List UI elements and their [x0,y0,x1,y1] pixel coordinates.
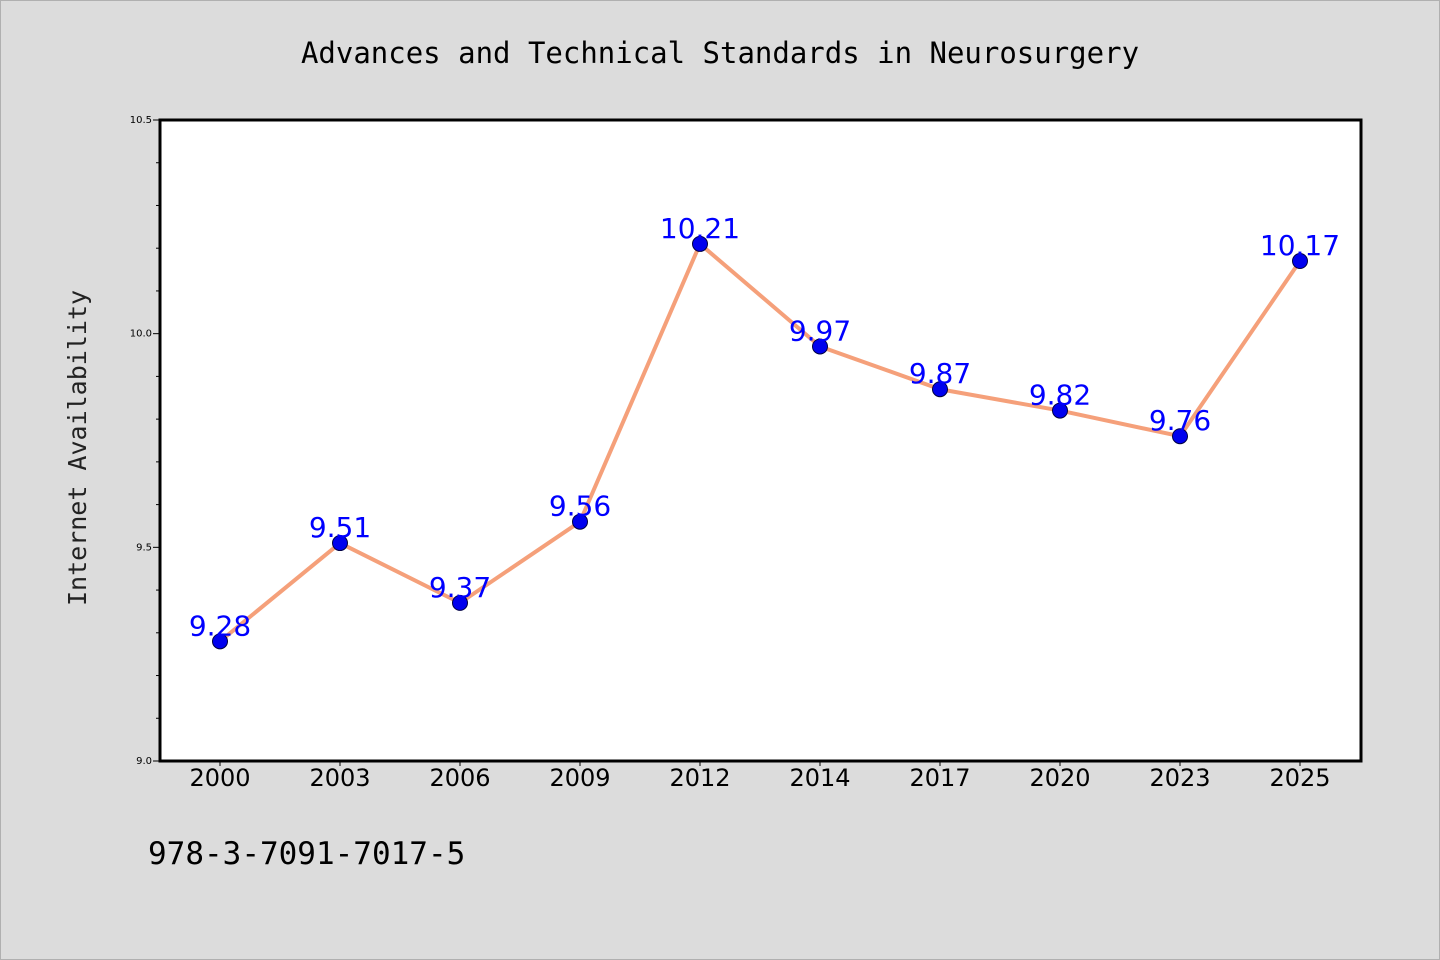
data-label: 10.17 [1260,229,1340,262]
plot-area [160,120,1361,761]
x-tick-label: 2020 [1029,764,1090,792]
data-label: 10.21 [660,212,740,245]
x-tick-label: 2012 [669,764,730,792]
y-tick-label: 9.5 [136,542,152,553]
series-line [218,241,1302,643]
data-point-marker [932,381,948,398]
data-point-marker [572,513,588,530]
data-point-marker [452,594,468,611]
data-label: 9.56 [549,490,611,523]
data-label: 9.51 [309,511,371,544]
x-tick-label: 2006 [429,764,490,792]
data-point-marker [1052,402,1068,419]
y-tick-label: 10.0 [130,329,152,340]
y-tick-label: 10.5 [130,115,152,126]
data-label: 9.82 [1029,379,1091,412]
data-point-marker [332,535,348,552]
data-point-marker [812,338,828,355]
data-label: 9.76 [1149,404,1211,437]
x-tick-label: 2009 [549,764,610,792]
x-tick-label: 2017 [909,764,970,792]
data-point-marker [212,633,228,650]
data-point-marker [692,235,708,252]
data-label: 9.87 [909,357,971,390]
data-label: 9.37 [429,571,491,604]
x-tick-label: 2003 [309,764,370,792]
data-label: 9.97 [789,314,851,347]
x-tick-label: 2000 [189,764,250,792]
data-point-marker [1292,253,1308,270]
y-tick-label: 9.0 [136,756,152,767]
data-label: 9.28 [189,609,251,642]
y-axis-ticks: 9.0 9.5 10.0 10.5 [130,115,160,767]
chart-title: Advances and Technical Standards in Neur… [301,36,1139,70]
x-axis-ticks: 2000 2003 2006 2009 2012 2014 2017 2020 2023 2025 [189,761,1331,792]
x-tick-label: 2025 [1269,764,1330,792]
data-labels-group: 9.28 9.51 9.37 9.56 10.21 9.97 9.87 9.82 9.76 10.… [189,212,1340,642]
data-point-marker [1172,428,1188,445]
series-line-group [212,235,1308,650]
isbn-text: 978-3-7091-7017-5 [148,836,465,872]
plot-border [158,118,1363,763]
x-tick-label: 2014 [789,764,850,792]
x-tick-label: 2023 [1149,764,1210,792]
y-axis-label: Internet Availability [63,290,92,606]
